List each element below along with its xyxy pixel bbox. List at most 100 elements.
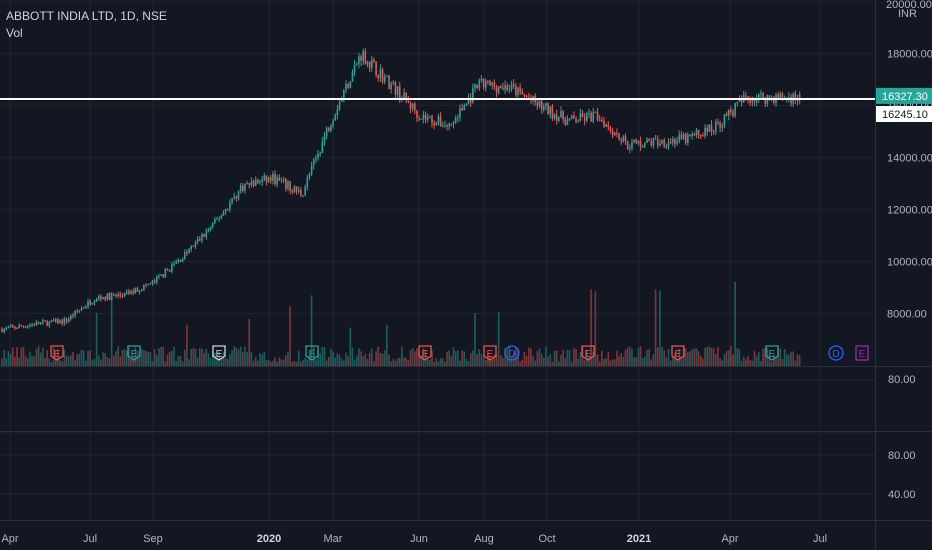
- event-marker-earnings-past[interactable]: E: [418, 345, 432, 361]
- time-tick-label: Apr: [721, 533, 738, 545]
- candle-body: [24, 326, 27, 328]
- candle-body: [196, 239, 199, 243]
- volume-bar: [216, 358, 218, 366]
- volume-bar: [672, 356, 674, 366]
- event-marker-earnings-past[interactable]: E: [483, 345, 497, 361]
- candle-body: [42, 320, 44, 323]
- volume-bar: [762, 348, 764, 366]
- volume-bar: [113, 355, 115, 366]
- volume-bar: [407, 360, 410, 366]
- candle-body: [218, 218, 220, 220]
- volume-bar: [368, 353, 371, 366]
- event-marker-dividend-upcoming[interactable]: D: [828, 345, 844, 361]
- volume-bar: [248, 319, 251, 366]
- candle-body: [674, 138, 676, 144]
- time-tick-label: Sep: [143, 533, 163, 545]
- volume-bar: [426, 359, 429, 366]
- volume-bar: [547, 356, 549, 366]
- candle-body: [626, 141, 629, 149]
- candle-body: [672, 138, 674, 143]
- volume-bar: [751, 360, 754, 366]
- event-letter: E: [422, 349, 429, 360]
- candle-body: [663, 139, 665, 147]
- candle-body: [233, 196, 235, 199]
- symbol-title[interactable]: ABBOTT INDIA LTD, 1D, NSE: [6, 9, 167, 23]
- candle-body: [97, 296, 100, 300]
- candle-body: [392, 82, 395, 84]
- candle-body: [452, 121, 455, 125]
- event-marker-earnings-past[interactable]: E: [50, 345, 64, 361]
- volume-bar: [190, 348, 192, 366]
- volume-bar: [67, 356, 70, 366]
- volume-bar: [433, 361, 435, 366]
- candle-body: [502, 87, 504, 90]
- candle-body: [433, 123, 435, 126]
- volume-bar: [117, 346, 119, 366]
- volume-bar: [347, 356, 349, 366]
- volume-bar: [235, 347, 238, 366]
- candle-body: [95, 299, 98, 302]
- candle-body: [366, 61, 369, 65]
- price-axis[interactable]: 20000.00 INR 18000.0016000.0014000.00120…: [886, 0, 932, 320]
- event-marker-earnings-past[interactable]: E: [127, 345, 141, 361]
- volume-bar: [272, 360, 274, 366]
- event-letter: D: [508, 349, 515, 360]
- event-marker-earnings-past[interactable]: E: [212, 345, 226, 361]
- candle-body: [54, 319, 57, 322]
- volume-bar: [282, 359, 285, 366]
- candle-body: [214, 218, 216, 224]
- event-marker-earnings-past[interactable]: E: [581, 345, 595, 361]
- candle-body: [641, 146, 644, 148]
- event-marker-earnings-past[interactable]: E: [305, 345, 319, 361]
- volume-bar: [302, 360, 304, 366]
- volume-bar: [583, 360, 586, 366]
- volume-bar: [527, 347, 530, 366]
- candle-body: [203, 234, 205, 237]
- candle-body: [7, 327, 10, 329]
- volume-bar: [237, 349, 240, 366]
- volume-bar: [695, 348, 698, 366]
- candle-body: [755, 98, 758, 102]
- volume-bar: [596, 354, 599, 366]
- chart-legend: ABBOTT INDIA LTD, 1D, NSE Vol: [6, 8, 167, 42]
- volume-bar: [360, 351, 362, 366]
- candle-body: [484, 81, 487, 88]
- candle-body: [624, 136, 627, 142]
- volume-bar: [405, 358, 407, 366]
- candle-body: [330, 125, 332, 131]
- candle-body: [549, 106, 552, 115]
- candle-body: [521, 91, 524, 95]
- event-marker-earnings-past[interactable]: E: [765, 345, 779, 361]
- volume-bar: [386, 324, 388, 366]
- volume-legend[interactable]: Vol: [6, 26, 23, 40]
- candle-body: [183, 252, 186, 260]
- candle-body: [377, 74, 380, 79]
- candle-body: [648, 139, 650, 142]
- candle-body: [508, 88, 511, 91]
- volume-bar: [132, 356, 134, 366]
- candle-body: [181, 259, 184, 262]
- event-marker-earnings-past[interactable]: E: [671, 345, 685, 361]
- candle-body: [269, 177, 272, 181]
- candle-body: [319, 152, 321, 154]
- event-marker-dividend[interactable]: D: [504, 345, 520, 361]
- candle-body: [334, 115, 337, 121]
- candle-body: [93, 301, 96, 303]
- candle-body: [297, 189, 300, 192]
- candle-body: [177, 259, 180, 262]
- candle-body: [338, 101, 341, 110]
- volume-bar: [306, 359, 309, 366]
- candle-body: [622, 136, 625, 142]
- volume-bar: [312, 347, 315, 366]
- candle-body: [723, 114, 726, 126]
- volume-bar: [510, 356, 513, 366]
- candle-body: [607, 124, 610, 128]
- candle-body: [540, 101, 543, 110]
- volume-bar: [349, 327, 352, 366]
- volume-bar: [209, 358, 212, 366]
- time-axis[interactable]: Apr Jul Sep 2020 Mar Jun Aug Oct 2021 Apr Jul: [1, 533, 827, 545]
- candle-body: [199, 239, 201, 241]
- volume-bar: [411, 348, 414, 366]
- event-marker-earnings-upcoming[interactable]: E: [855, 345, 869, 361]
